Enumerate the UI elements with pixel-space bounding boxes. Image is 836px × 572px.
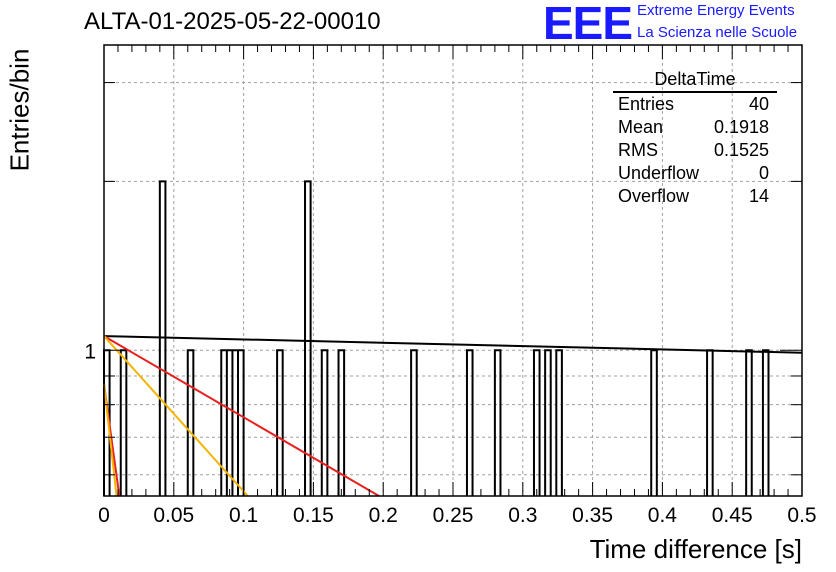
fit-line bbox=[103, 335, 380, 497]
x-tick-label: 0.3 bbox=[508, 504, 537, 527]
stats-label: Overflow bbox=[618, 186, 690, 206]
logo-line1: Extreme Energy Events bbox=[637, 2, 795, 19]
x-tick-label: 0 bbox=[98, 504, 110, 527]
stats-value: 40 bbox=[748, 94, 769, 114]
stats-label: Underflow bbox=[618, 163, 700, 183]
stats-row-overflow: Overflow 14 bbox=[609, 185, 777, 208]
chart-title: ALTA-01-2025-05-22-00010 bbox=[84, 8, 381, 35]
stats-value: 14 bbox=[748, 186, 769, 206]
x-axis-label: Time difference [s] bbox=[589, 534, 802, 564]
stats-value: 0.1525 bbox=[713, 140, 769, 160]
x-tick-label: 0.1 bbox=[229, 504, 258, 527]
stats-label: RMS bbox=[618, 140, 658, 160]
x-tick-label: 0.25 bbox=[433, 504, 474, 527]
x-tick-label: 0.5 bbox=[787, 504, 816, 527]
y-axis-label: Entries/bin bbox=[4, 48, 35, 172]
stats-row-underflow: Underflow 0 bbox=[609, 162, 777, 185]
stats-value: 0 bbox=[758, 163, 769, 183]
y-tick-label: 1 bbox=[84, 340, 96, 363]
fit-line bbox=[103, 384, 118, 497]
logo-line2: La Scienza nelle Scuole bbox=[637, 24, 798, 41]
x-tick-label: 0.45 bbox=[712, 504, 753, 527]
stats-value: 0.1918 bbox=[713, 117, 769, 137]
x-tick-label: 0.35 bbox=[572, 504, 613, 527]
fit-line bbox=[103, 335, 803, 354]
stats-label: Entries bbox=[618, 94, 675, 114]
x-tick-label: 0.2 bbox=[369, 504, 398, 527]
stats-label: Mean bbox=[618, 117, 664, 137]
x-tick-label: 0.15 bbox=[293, 504, 334, 527]
stats-row-mean: Mean 0.1918 bbox=[609, 116, 777, 139]
stats-row-entries: Entries 40 bbox=[609, 93, 777, 116]
eee-logo: EEE bbox=[543, 0, 633, 49]
fit-line bbox=[103, 335, 249, 497]
x-tick-label: 0.4 bbox=[648, 504, 678, 527]
stats-title: DeltaTime bbox=[613, 68, 777, 93]
x-tick-label: 0.05 bbox=[153, 504, 194, 527]
stats-row-rms: RMS 0.1525 bbox=[609, 139, 777, 162]
stats-box: DeltaTime Entries 40 Mean 0.1918 RMS 0.1… bbox=[609, 68, 777, 208]
